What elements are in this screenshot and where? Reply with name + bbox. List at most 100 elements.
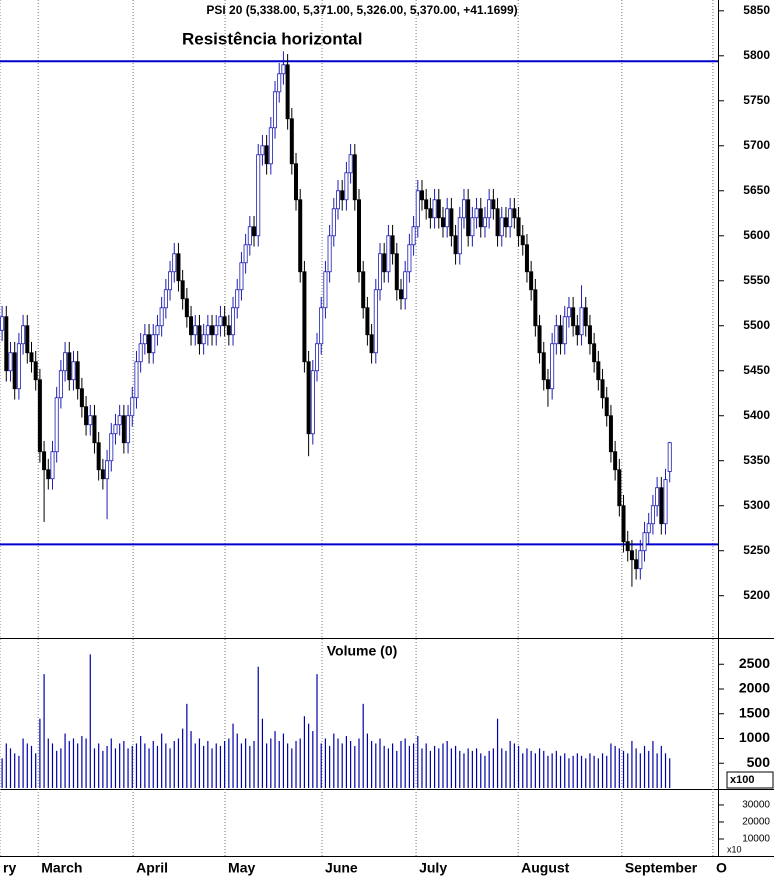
volume-bar [664,753,667,788]
candle-body [46,469,51,480]
volume-bar [631,740,633,788]
volume-bar [30,745,33,788]
candle-body [482,217,487,228]
candle-body [436,199,441,219]
volume-bar [140,736,142,788]
volume-bar [350,740,352,788]
volume-bar [597,758,599,788]
candle-body [159,307,164,327]
volume-bar [383,745,385,788]
candle-body [382,253,387,273]
volume-bar [480,753,482,788]
candle-body [113,424,118,435]
volume-bar [648,750,650,788]
y-tick-label: 5550 [743,273,770,287]
y-tick-label: 2000 [739,680,770,696]
x-tick-label: May [228,860,255,876]
volume-bar [194,743,196,788]
candle-body [197,325,202,345]
volume-bar [568,758,570,788]
candle-body [42,451,47,471]
candle-body [210,325,215,336]
candle-body [541,352,546,381]
volume-bar [203,745,205,788]
candle-body [377,253,382,291]
volume-bar [438,748,440,788]
volume-bar [484,755,486,788]
candle-body [226,325,231,336]
volume-bar [467,748,469,788]
volume-bar [408,745,410,788]
volume-bar [186,703,188,788]
candle-body [63,352,68,372]
volume-bar [35,753,37,788]
volume-bar [425,743,427,788]
candle-body [67,352,72,381]
volume-bar [211,748,213,788]
candle-body [638,550,643,570]
candle-body [491,199,496,210]
y-tick-label: 5750 [743,93,770,107]
candle-body [419,190,424,201]
candle-body [550,343,555,390]
volume-bar [14,753,16,788]
volume-bar [564,753,566,788]
candle-body [390,235,395,255]
candle-body [403,271,408,300]
volume-bar [152,740,154,788]
candle-body [319,307,324,345]
candle-body [575,325,580,336]
candle-body [54,397,59,453]
x-tick-label: ry [3,860,16,876]
candle-body [613,451,618,471]
candle-body [176,253,181,282]
volume-bar [463,753,465,788]
candle-body [252,226,257,237]
volume-bar [156,745,159,788]
candle-body [336,190,341,210]
volume-bar [391,743,394,788]
candle-body [428,208,433,219]
volume-bar [643,745,646,788]
candle-body [629,550,634,561]
candle-body [663,479,668,525]
volume-bar [85,738,87,788]
volume-bar [135,743,138,788]
volume-bar [9,748,12,788]
y-tick-label: 5400 [743,408,770,422]
candle-body [151,334,156,354]
candle-body [634,559,639,570]
volume-bar [240,743,243,788]
candle-body [650,505,655,525]
x-tick-label: June [325,860,358,876]
candle-body [243,244,248,264]
candle-body [273,91,278,129]
candle-body [218,316,223,327]
candle-body [503,217,508,228]
volume-bar [161,733,163,788]
candle-body [84,406,89,426]
volume-bar [538,748,541,788]
volume-bar [232,723,234,788]
volume-bar [148,748,150,788]
volume-bar [492,748,494,788]
x-tick-label: July [419,860,447,876]
volume-bar [291,748,293,788]
volume-bar [165,743,167,788]
candle-body [499,217,504,237]
candle-body [642,532,647,552]
volume-bar [119,743,121,788]
candle-body [457,217,462,255]
volume-bar [127,748,129,788]
volume-bar [513,743,515,788]
volume-bar [534,753,536,788]
volume-bar [98,743,100,788]
candle-body [189,316,194,336]
volume-bar [341,743,343,788]
candle-body [289,118,294,165]
volume-bar [459,750,461,788]
volume-bar [224,740,226,788]
volume-bar [547,755,549,788]
volume-bar [429,750,431,788]
candle-body [533,289,538,327]
